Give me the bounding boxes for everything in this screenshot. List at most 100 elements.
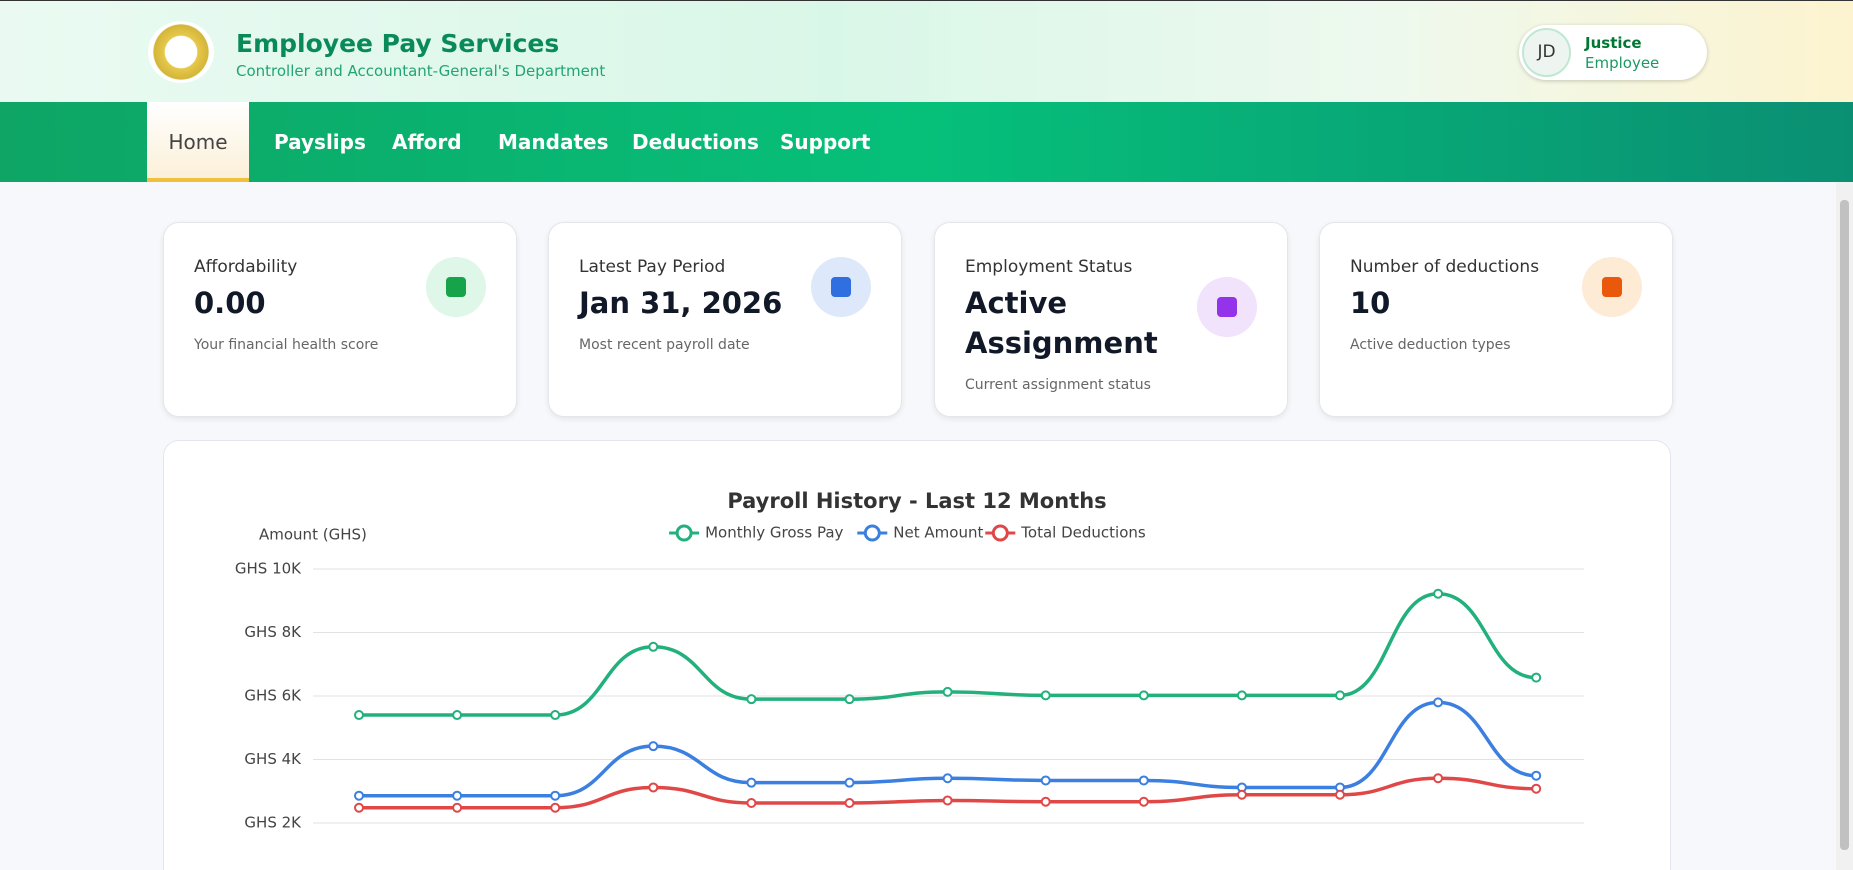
data-point [746,777,757,788]
nav-item[interactable]: Home [147,102,249,182]
data-point [550,790,561,801]
legend-marker [675,524,693,542]
data-point [942,773,953,784]
stat-card: Affordability 0.00 Your financial health s… [163,222,517,417]
card-icon [1197,277,1257,337]
data-point [354,802,364,813]
data-point [1433,697,1444,708]
data-point [1138,796,1149,807]
y-tick-label: GHS 2K [244,814,302,832]
y-axis-label: Amount (GHS) [259,526,367,544]
chart-title: Payroll History - Last 12 Months [727,489,1106,513]
card-label: Employment Status [965,257,1133,277]
app-subtitle: Controller and Accountant-General's Depa… [236,62,606,80]
data-point [942,795,953,806]
data-point [1531,672,1542,683]
card-label: Affordability [194,257,298,277]
card-icon [811,257,871,317]
card-label: Latest Pay Period [579,257,726,277]
card-label: Number of deductions [1350,257,1540,277]
card-note: Most recent payroll date [579,337,750,353]
card-note: Your financial health score [194,337,379,353]
data-point [452,710,463,721]
data-point [746,797,757,808]
data-point [550,802,561,813]
card-value-box: Jan 31, 2026 Most recent payroll date [579,283,809,355]
card-value-box: 10 Active deduction types [1350,283,1580,355]
data-point [1138,775,1149,786]
nav-item[interactable]: Afford [392,130,462,154]
card-note: Current assignment status [965,377,1151,393]
user-menu[interactable]: JD Justice Employee [1519,25,1707,80]
data-point [354,710,364,721]
data-point [452,802,463,813]
data-point [844,694,855,705]
y-tick-label: GHS 10K [235,560,302,578]
data-point [1236,690,1247,701]
data-point [1335,690,1345,701]
data-point [1433,773,1444,784]
data-point [648,782,659,793]
data-point [942,686,953,697]
nav-item[interactable]: Payslips [274,130,366,154]
legend-label: Net Amount [893,524,983,542]
stat-card: Employment Status Active Assignment Curren… [934,222,1288,417]
card-value-box: 0.00 Your financial health score [194,283,424,355]
nav-item[interactable]: Mandates [498,130,609,154]
y-tick-label: GHS 6K [244,687,302,705]
scroll-thumb[interactable] [1840,200,1849,850]
series-line [359,592,1537,717]
card-value: Active Assignment [965,286,1158,360]
data-point [1335,789,1345,800]
nav-item[interactable]: Support [780,130,871,154]
y-tick-label: GHS 8K [244,623,302,641]
data-point [648,741,659,752]
data-point [746,694,757,705]
data-point [1040,796,1051,807]
icon-glyph [1602,277,1622,297]
data-point [844,797,855,808]
data-point [1040,690,1051,701]
series-line [358,700,1537,798]
icon-glyph [831,277,851,297]
y-tick-label: GHS 4K [244,750,302,768]
app-title: Employee Pay Services [236,29,560,58]
card-value: 10 [1350,286,1391,320]
data-point [1433,588,1444,599]
card-value: 0.00 [194,286,266,320]
data-point [844,777,855,788]
nav-bar: Home Payslips Afford Mandates Deductions… [0,102,1853,182]
data-point [550,710,561,721]
stat-card: Number of deductions 10 Active deduction t… [1319,222,1673,417]
data-point [1531,770,1542,781]
card-note: Active deduction types [1350,337,1511,353]
user-name: Justice [1585,34,1642,52]
data-point [354,790,364,801]
data-point [1138,690,1149,701]
card-value-box: Active Assignment Current assignment stat… [965,283,1195,395]
chart-card [163,440,1671,870]
avatar: JD [1522,28,1571,77]
data-point [452,790,463,801]
scrollbar[interactable] [1836,182,1853,870]
card-icon [426,257,486,317]
user-role: Employee [1585,54,1660,72]
data-point [1531,783,1542,794]
card-icon [1582,257,1642,317]
nav-item[interactable]: Deductions [632,130,759,154]
data-point [1040,775,1051,786]
icon-glyph [1217,297,1237,317]
data-point [648,641,659,652]
icon-glyph [446,277,466,297]
card-value: Jan 31, 2026 [579,286,783,320]
legend-marker [991,524,1009,542]
header: Employee Pay Services Controller and Acc… [0,0,1853,102]
legend-marker [863,524,881,542]
legend-label: Monthly Gross Pay [705,524,843,542]
stat-card: Latest Pay Period Jan 31, 2026 Most recent… [548,222,902,417]
legend-label: Total Deductions [1020,524,1146,542]
logo [148,21,214,83]
data-point [1236,789,1247,800]
